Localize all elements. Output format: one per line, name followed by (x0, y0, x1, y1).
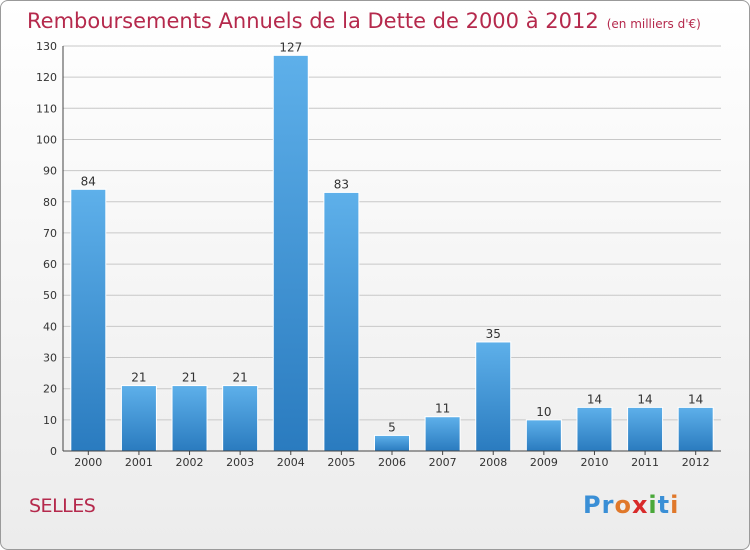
bar-2010 (576, 406, 613, 452)
bars: 84 21 21 21 127 83 5 11 35 10 14 14 14 (70, 40, 714, 452)
logo-letter: x (631, 491, 649, 519)
data-label-2009: 10 (536, 405, 551, 419)
logo-letter: i (648, 491, 658, 519)
bar-2005 (323, 191, 360, 452)
data-label-2004: 127 (279, 40, 302, 54)
data-label-2008: 35 (486, 327, 501, 341)
chart-subtitle: (en milliers d'€) (606, 17, 701, 31)
y-tick-label: 40 (43, 320, 57, 333)
bar-2004 (272, 54, 309, 452)
data-label-2011: 14 (637, 392, 652, 406)
data-label-2002: 21 (182, 371, 197, 385)
x-tick-label-2009: 2009 (530, 456, 558, 469)
y-tick-label: 30 (43, 352, 57, 365)
x-tick-label-2008: 2008 (479, 456, 507, 469)
x-tick-label-2007: 2007 (429, 456, 457, 469)
x-tick-label-2010: 2010 (580, 456, 608, 469)
y-tick-label: 100 (36, 133, 57, 146)
x-tick-label-2006: 2006 (378, 456, 406, 469)
y-tick-label: 120 (36, 71, 57, 84)
logo-letter: o (614, 491, 632, 519)
y-tick-label: 130 (36, 40, 57, 53)
bar-2012 (677, 406, 714, 452)
data-label-2005: 83 (334, 177, 349, 191)
x-tick-label-2003: 2003 (226, 456, 254, 469)
x-tick-label-2004: 2004 (277, 456, 305, 469)
proxiti-logo: Proxiti (583, 491, 679, 519)
data-label-2012: 14 (688, 392, 703, 406)
bar-2011 (627, 406, 664, 452)
y-tick-label: 20 (43, 383, 57, 396)
data-label-2010: 14 (587, 392, 602, 406)
x-tick-label-2012: 2012 (682, 456, 710, 469)
y-tick-label: 110 (36, 102, 57, 115)
data-label-2001: 21 (131, 371, 146, 385)
y-tick-label: 70 (43, 227, 57, 240)
commune-name: SELLES (29, 495, 96, 517)
bar-2007 (424, 416, 461, 452)
y-tick-label: 0 (50, 445, 57, 458)
bar-chart: 84 21 21 21 127 83 5 11 35 10 14 14 14 0 10 20 30 40 50 60… (36, 40, 721, 469)
y-tick-label: 60 (43, 258, 57, 271)
gridlines (63, 45, 721, 421)
y-tick-label: 10 (43, 414, 57, 427)
y-tick-label: 50 (43, 289, 57, 302)
data-label-2006: 5 (388, 420, 396, 434)
logo-letter: i (670, 491, 680, 519)
chart-title-text: Remboursements Annuels de la Dette de 20… (27, 9, 599, 33)
x-tick-label-2000: 2000 (74, 456, 102, 469)
logo-letter: P (583, 491, 602, 519)
logo-letter: t (657, 491, 671, 519)
x-tick-label-2005: 2005 (327, 456, 355, 469)
x-tick-label-2001: 2001 (125, 456, 153, 469)
bar-2008 (475, 341, 512, 452)
bar-2006 (374, 434, 410, 452)
bar-2000 (70, 188, 107, 452)
logo-letter: r (601, 491, 615, 519)
data-label-2000: 84 (81, 174, 96, 188)
x-tick-label-2002: 2002 (176, 456, 204, 469)
chart-title: Remboursements Annuels de la Dette de 20… (27, 9, 701, 33)
x-tick-label-2011: 2011 (631, 456, 659, 469)
data-label-2003: 21 (233, 371, 248, 385)
data-label-2007: 11 (435, 402, 450, 416)
y-tick-label: 80 (43, 196, 57, 209)
bar-2001 (120, 385, 157, 452)
bar-2002 (171, 385, 208, 452)
axes: 0 10 20 30 40 50 60 70 80 90 100 110 120 130 2000 2001 2… (36, 40, 721, 469)
bar-2009 (525, 419, 562, 452)
y-tick-label: 90 (43, 165, 57, 178)
bar-2003 (222, 385, 259, 452)
